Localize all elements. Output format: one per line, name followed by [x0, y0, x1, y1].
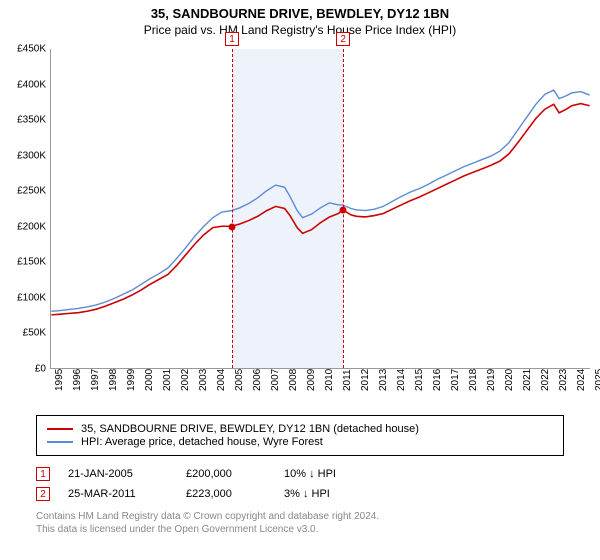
x-axis-label: 2023 — [558, 369, 569, 391]
x-axis-label: 1995 — [54, 369, 65, 391]
x-axis-label: 2016 — [432, 369, 443, 391]
sale-row-marker: 1 — [36, 467, 50, 481]
legend-swatch — [47, 441, 73, 443]
y-axis-label: £300K — [0, 150, 46, 161]
x-axis-label: 2025 — [594, 369, 600, 391]
chart-area: 1995 1996 1997 1998 1999 2000 2001 2002 2003 2004… — [0, 39, 600, 409]
x-axis-label: 2015 — [414, 369, 425, 391]
x-axis-label: 2009 — [306, 369, 317, 391]
x-axis-label: 2017 — [450, 369, 461, 391]
y-axis-label: £400K — [0, 79, 46, 90]
x-axis-label: 2022 — [540, 369, 551, 391]
sale-marker: 2 — [336, 32, 350, 46]
y-axis-label: £100K — [0, 292, 46, 303]
chart-title-address: 35, SANDBOURNE DRIVE, BEWDLEY, DY12 1BN — [0, 6, 600, 21]
x-axis-label: 2003 — [198, 369, 209, 391]
sale-vline — [232, 49, 233, 368]
legend-swatch — [47, 428, 73, 430]
y-axis-label: £150K — [0, 257, 46, 268]
plot-region: 1995199619971998199920002001200220032004… — [50, 49, 590, 369]
sale-price: £223,000 — [186, 488, 266, 500]
y-axis-label: £350K — [0, 115, 46, 126]
legend-label: HPI: Average price, detached house, Wyre… — [81, 436, 323, 448]
chart-subtitle: Price paid vs. HM Land Registry's House … — [0, 23, 600, 37]
x-axis-label: 2020 — [504, 369, 515, 391]
y-axis-label: £450K — [0, 44, 46, 55]
legend-row: 35, SANDBOURNE DRIVE, BEWDLEY, DY12 1BN … — [47, 423, 553, 435]
y-axis-label: £50K — [0, 328, 46, 339]
x-axis-label: 1998 — [108, 369, 119, 391]
x-axis-label: 2019 — [486, 369, 497, 391]
legend-label: 35, SANDBOURNE DRIVE, BEWDLEY, DY12 1BN … — [81, 423, 419, 435]
y-axis-label: £0 — [0, 364, 46, 375]
x-axis-label: 2014 — [396, 369, 407, 391]
sale-date: 21-JAN-2005 — [68, 468, 168, 480]
footer-line1: Contains HM Land Registry data © Crown c… — [36, 510, 564, 523]
legend-row: HPI: Average price, detached house, Wyre… — [47, 436, 553, 448]
sale-row: 2 25-MAR-2011 £223,000 3% ↓ HPI — [36, 484, 564, 504]
x-axis-label: 2000 — [144, 369, 155, 391]
sale-delta: 3% ↓ HPI — [284, 488, 394, 500]
x-axis-label: 2002 — [180, 369, 191, 391]
sale-row-marker: 2 — [36, 487, 50, 501]
x-axis-label: 2021 — [522, 369, 533, 391]
sales-table: 1 21-JAN-2005 £200,000 10% ↓ HPI 2 25-MAR-201… — [36, 464, 564, 504]
sale-price: £200,000 — [186, 468, 266, 480]
sale-delta: 10% ↓ HPI — [284, 468, 394, 480]
legend-box: 35, SANDBOURNE DRIVE, BEWDLEY, DY12 1BN … — [36, 415, 564, 456]
sale-date: 25-MAR-2011 — [68, 488, 168, 500]
sale-dot — [340, 207, 347, 214]
x-axis-label: 1997 — [90, 369, 101, 391]
y-axis-label: £200K — [0, 221, 46, 232]
chart-title-block: 35, SANDBOURNE DRIVE, BEWDLEY, DY12 1BN … — [0, 0, 600, 39]
series-price_paid — [51, 104, 589, 315]
x-axis-label: 2011 — [342, 369, 353, 391]
sale-marker: 1 — [225, 32, 239, 46]
series-hpi — [51, 90, 589, 311]
x-axis-label: 2018 — [468, 369, 479, 391]
x-axis-label: 2007 — [270, 369, 281, 391]
x-axis-label: 1999 — [126, 369, 137, 391]
x-axis-label: 2013 — [378, 369, 389, 391]
line-series-svg — [51, 49, 590, 368]
x-axis-label: 2024 — [576, 369, 587, 391]
x-axis-label: 2001 — [162, 369, 173, 391]
sale-dot — [229, 223, 236, 230]
footer-line2: This data is licensed under the Open Gov… — [36, 523, 564, 536]
x-axis-label: 2012 — [360, 369, 371, 391]
footer-attribution: Contains HM Land Registry data © Crown c… — [36, 510, 564, 536]
x-axis-label: 2006 — [252, 369, 263, 391]
y-axis-label: £250K — [0, 186, 46, 197]
x-axis-label: 2010 — [324, 369, 335, 391]
x-axis-label: 2008 — [288, 369, 299, 391]
sale-row: 1 21-JAN-2005 £200,000 10% ↓ HPI — [36, 464, 564, 484]
x-axis-label: 2004 — [216, 369, 227, 391]
x-axis-label: 1996 — [72, 369, 83, 391]
x-axis-label: 2005 — [234, 369, 245, 391]
